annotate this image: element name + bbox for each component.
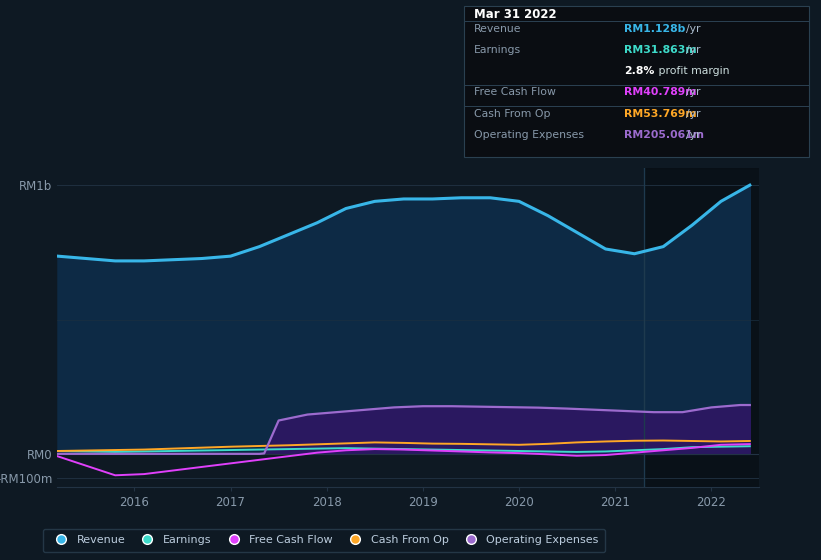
Text: Earnings: Earnings: [474, 45, 521, 55]
Text: /yr: /yr: [686, 87, 700, 97]
Text: RM40.789m: RM40.789m: [624, 87, 696, 97]
Legend: Revenue, Earnings, Free Cash Flow, Cash From Op, Operating Expenses: Revenue, Earnings, Free Cash Flow, Cash …: [43, 529, 605, 552]
Text: RM31.863m: RM31.863m: [624, 45, 696, 55]
Text: Cash From Op: Cash From Op: [474, 109, 550, 119]
Text: /yr: /yr: [686, 130, 700, 140]
Text: /yr: /yr: [686, 45, 700, 55]
Text: profit margin: profit margin: [655, 66, 730, 76]
Text: Mar 31 2022: Mar 31 2022: [474, 8, 557, 21]
Text: Operating Expenses: Operating Expenses: [474, 130, 584, 140]
Text: /yr: /yr: [686, 24, 700, 34]
Text: RM205.061m: RM205.061m: [624, 130, 704, 140]
Text: /yr: /yr: [686, 109, 700, 119]
Text: Revenue: Revenue: [474, 24, 521, 34]
Bar: [644, 168, 808, 487]
Text: 2.8%: 2.8%: [624, 66, 654, 76]
Text: Free Cash Flow: Free Cash Flow: [474, 87, 556, 97]
Text: RM1.128b: RM1.128b: [624, 24, 686, 34]
Text: RM53.769m: RM53.769m: [624, 109, 696, 119]
